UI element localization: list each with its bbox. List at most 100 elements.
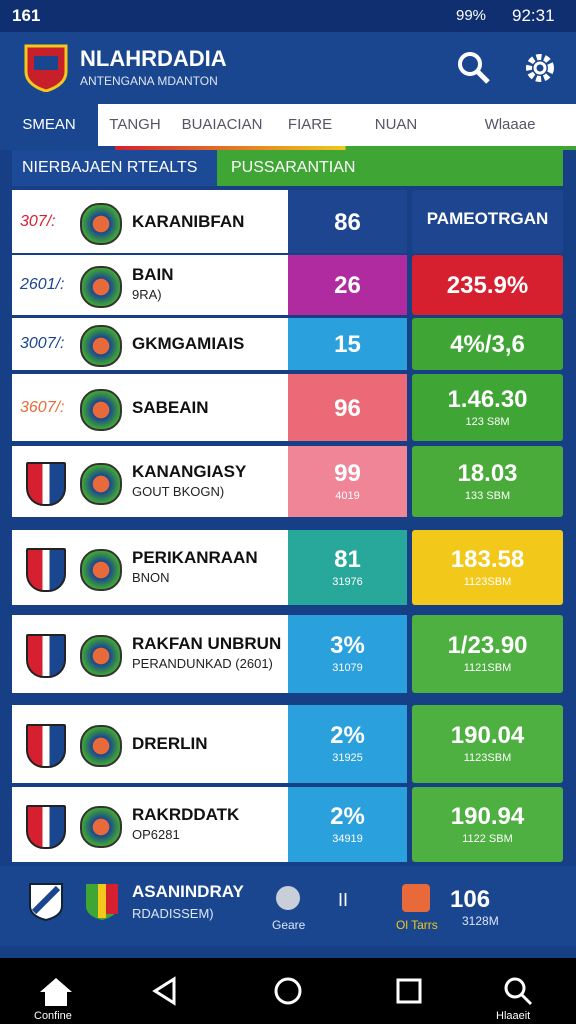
result-row[interactable]: 2601/: BAIN 9RA) 26 235.9% — [12, 255, 563, 315]
score-cell: 86 — [288, 190, 407, 253]
section-tab[interactable]: PUSSARANTIAN — [217, 150, 563, 186]
crest — [26, 461, 66, 506]
app-title: NLAHRDADIA — [80, 46, 227, 71]
team-name: KANANGIASY — [132, 461, 247, 481]
team-icon — [80, 202, 122, 245]
team-name: GKMGAMIAIS — [132, 334, 245, 353]
score: 26 — [334, 272, 361, 299]
team-card: DRERLIN — [12, 705, 288, 783]
stat-cell: 18.03 133 SBM — [412, 446, 563, 517]
result-row[interactable]: RAKFAN UNBRUN PERANDUNKAD (2601) 3% 31079 1/… — [12, 615, 563, 693]
stat: 18.03 — [457, 459, 518, 487]
rank: 307/: — [20, 212, 56, 230]
stat-cell: 1.46.30 123 S8M — [412, 374, 563, 441]
crest — [29, 883, 63, 922]
result-row[interactable]: KANANGIASY GOUT BKOGN) 99 4019 18.03 133 SBM — [12, 446, 563, 517]
search-label: Hlaaeit — [496, 1010, 531, 1022]
settings-button[interactable] — [524, 52, 556, 84]
score-sub: 31976 — [332, 575, 363, 588]
team-icon — [80, 805, 122, 848]
team-sub: BNON — [132, 569, 170, 585]
bottom-value: 106 — [450, 886, 491, 913]
teams-label[interactable]: Ol Tarrs — [396, 918, 438, 932]
score: 3% — [330, 632, 365, 659]
team-icon — [80, 725, 122, 767]
stat-sub: 1123SBM — [463, 752, 512, 764]
team-name: PERIKANRAAN — [132, 547, 258, 567]
team-name: KARANIBFAN — [132, 211, 245, 231]
team-icon — [80, 548, 122, 591]
score: 81 — [334, 545, 361, 573]
app-subtitle: ANTENGANA MDANTON — [80, 74, 218, 88]
gear-label[interactable]: Geare — [272, 918, 306, 932]
battery: 99% — [456, 7, 487, 24]
home-button[interactable] — [38, 976, 74, 1006]
score: 15 — [334, 331, 361, 358]
result-row[interactable]: RAKRDDATK OP6281 2% 34919 190.94 1122 SBM — [12, 787, 563, 862]
team-icon — [80, 325, 122, 367]
result-row[interactable]: 3007/: GKMGAMIAIS 15 4%/3,6 — [12, 318, 563, 370]
status-bar: 161 99% 92:31 — [0, 0, 576, 32]
stat: 4%/3,6 — [450, 331, 525, 358]
team-icon — [80, 266, 122, 308]
score: 2% — [330, 722, 365, 749]
score: 86 — [334, 208, 361, 236]
tab[interactable]: BUAIACIAN — [172, 104, 272, 146]
score-cell: 81 31976 — [288, 530, 407, 605]
tab[interactable]: FIARE — [272, 104, 348, 146]
team-card: KANANGIASY GOUT BKOGN) — [12, 446, 288, 517]
rank: 2601/: — [20, 276, 65, 293]
score-cell: 2% 34919 — [288, 787, 407, 862]
result-row[interactable]: DRERLIN 2% 31925 190.04 1123SBM — [12, 705, 563, 783]
team-icon — [80, 462, 122, 505]
score-sub: 4019 — [335, 489, 360, 502]
team-icon — [80, 388, 122, 431]
tab-label: FIARE — [287, 116, 333, 133]
team-card: RAKRDDATK OP6281 — [12, 787, 288, 862]
back-button[interactable] — [150, 976, 180, 1006]
team-card: 3607/: SABEAIN — [12, 374, 288, 441]
score-cell: 96 — [288, 374, 407, 441]
search-button[interactable] — [456, 50, 492, 86]
section-tab[interactable]: NIERBAJAEN RTEALTS — [12, 150, 217, 186]
team-card: 307/: KARANIBFAN — [12, 190, 288, 253]
crest — [26, 724, 66, 768]
crest — [26, 634, 66, 678]
stat: 1.46.30 — [447, 385, 528, 413]
result-row[interactable]: 307/: KARANIBFAN 86 PAMEOTRGAN — [12, 190, 563, 253]
stat: 183.58 — [450, 545, 525, 573]
status-left: 161 — [12, 6, 41, 25]
result-row[interactable]: 3607/: SABEAIN 96 1.46.30 123 S8M — [12, 374, 563, 441]
pause-button[interactable]: II — [338, 890, 349, 910]
stat-sub: 123 S8M — [465, 415, 510, 428]
section-tab-label: NIERBAJAEN RTEALTS — [22, 159, 198, 176]
tab-label: BUAIACIAN — [181, 116, 263, 133]
stat-sub: 133 SBM — [464, 489, 511, 502]
team-name: DRERLIN — [132, 734, 208, 753]
rank: 3007/: — [20, 335, 65, 352]
stat-sub: 1121SBM — [463, 662, 512, 674]
tab[interactable]: Wlaaae — [444, 104, 576, 146]
search-nav-button[interactable] — [503, 976, 533, 1006]
tab[interactable]: SMEAN — [0, 104, 98, 146]
team-sub: GOUT BKOGN) — [132, 483, 225, 499]
home-label: Confine — [34, 1010, 72, 1022]
stat-sub: 1123SBM — [463, 575, 512, 588]
team-name: BAIN — [132, 265, 174, 284]
home-circle-button[interactable] — [273, 976, 303, 1006]
score-cell: 2% 31925 — [288, 705, 407, 783]
tab-label: NUAN — [374, 116, 418, 133]
tab-bar: SMEAN TANGH BUAIACIAN FIARE NUAN Wlaaae — [0, 104, 576, 146]
team-card: RAKFAN UNBRUN PERANDUNKAD (2601) — [12, 615, 288, 693]
tab[interactable]: NUAN — [348, 104, 444, 146]
score-cell: 26 — [288, 255, 407, 315]
team-card: PERIKANRAAN BNON — [12, 530, 288, 605]
score-cell: 3% 31079 — [288, 615, 407, 693]
stat: 1/23.90 — [447, 632, 528, 659]
tab-label: Wlaaae — [484, 116, 536, 133]
recents-button[interactable] — [394, 976, 424, 1006]
tab[interactable]: TANGH — [98, 104, 172, 146]
result-row[interactable]: PERIKANRAAN BNON 81 31976 183.58 1123SBM — [12, 530, 563, 605]
bottom-panel: ASANINDRAY RDADISSEM) Geare II Ol Tarrs … — [0, 866, 576, 946]
bottom-value-sub: 3128M — [462, 914, 499, 928]
